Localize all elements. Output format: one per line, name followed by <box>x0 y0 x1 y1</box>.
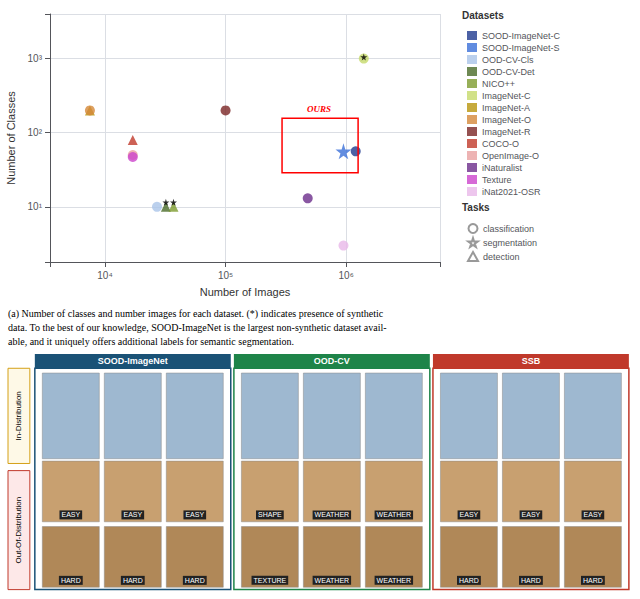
svg-text:OURS: OURS <box>307 104 331 114</box>
svg-text:data. To the best of our knowl: data. To the best of our knowledge, SOOD… <box>8 322 387 333</box>
svg-text:SHAPE: SHAPE <box>258 511 282 518</box>
svg-text:NICO++: NICO++ <box>482 79 515 89</box>
svg-text:WEATHER: WEATHER <box>377 577 411 584</box>
svg-text:SOOD-ImageNet-S: SOOD-ImageNet-S <box>482 43 560 53</box>
svg-text:EASY: EASY <box>522 511 541 518</box>
svg-text:WEATHER: WEATHER <box>315 577 349 584</box>
svg-text:Number of Classes: Number of Classes <box>5 91 17 185</box>
svg-text:Out-Of-Distribution: Out-Of-Distribution <box>14 497 23 564</box>
svg-text:ImageNet-A: ImageNet-A <box>482 103 530 113</box>
svg-text:detection: detection <box>483 252 520 262</box>
svg-text:ImageNet-R: ImageNet-R <box>482 127 531 137</box>
svg-text:HARD: HARD <box>583 577 603 584</box>
svg-text:OOD-CV: OOD-CV <box>314 356 350 366</box>
svg-text:10³: 10³ <box>28 53 43 64</box>
svg-text:segmentation: segmentation <box>483 238 537 248</box>
svg-text:EASY: EASY <box>185 511 204 518</box>
svg-text:10⁵: 10⁵ <box>218 270 233 281</box>
svg-text:HARD: HARD <box>521 577 541 584</box>
svg-text:WEATHER: WEATHER <box>315 511 349 518</box>
svg-text:HARD: HARD <box>459 577 479 584</box>
svg-text:HARD: HARD <box>185 577 205 584</box>
svg-text:HARD: HARD <box>123 577 143 584</box>
svg-text:ImageNet-C: ImageNet-C <box>482 91 531 101</box>
svg-text:able, and it uniquely offers a: able, and it uniquely offers additional … <box>8 336 294 347</box>
svg-text:EASY: EASY <box>61 511 80 518</box>
svg-text:COCO-O: COCO-O <box>482 139 519 149</box>
svg-text:OOD-CV-Det: OOD-CV-Det <box>482 67 535 77</box>
svg-text:SSB: SSB <box>522 356 541 366</box>
svg-text:EASY: EASY <box>460 511 479 518</box>
svg-text:10¹: 10¹ <box>28 201 43 212</box>
svg-text:classification: classification <box>483 224 534 234</box>
svg-text:Number of Images: Number of Images <box>200 286 291 298</box>
svg-text:iNaturalist: iNaturalist <box>482 163 523 173</box>
svg-text:Texture: Texture <box>482 175 512 185</box>
svg-text:(a) Number of classes and numb: (a) Number of classes and number images … <box>8 308 384 320</box>
svg-text:HARD: HARD <box>61 577 81 584</box>
svg-text:ImageNet-O: ImageNet-O <box>482 115 531 125</box>
svg-text:SOOD-ImageNet-C: SOOD-ImageNet-C <box>482 31 561 41</box>
svg-text:OpenImage-O: OpenImage-O <box>482 151 539 161</box>
svg-text:10²: 10² <box>28 127 43 138</box>
svg-text:iNat2021-OSR: iNat2021-OSR <box>482 187 541 197</box>
svg-text:OOD-CV-Cls: OOD-CV-Cls <box>482 55 534 65</box>
svg-text:Tasks: Tasks <box>462 202 490 213</box>
svg-text:10⁴: 10⁴ <box>97 270 112 281</box>
svg-text:10⁶: 10⁶ <box>339 270 354 281</box>
svg-text:SOOD-ImageNet: SOOD-ImageNet <box>98 356 168 366</box>
svg-text:WEATHER: WEATHER <box>377 511 411 518</box>
svg-text:Datasets: Datasets <box>462 10 504 21</box>
svg-text:In-Distribution: In-Distribution <box>14 391 23 440</box>
svg-text:EASY: EASY <box>584 511 603 518</box>
svg-text:TEXTURE: TEXTURE <box>254 577 287 584</box>
svg-text:EASY: EASY <box>123 511 142 518</box>
